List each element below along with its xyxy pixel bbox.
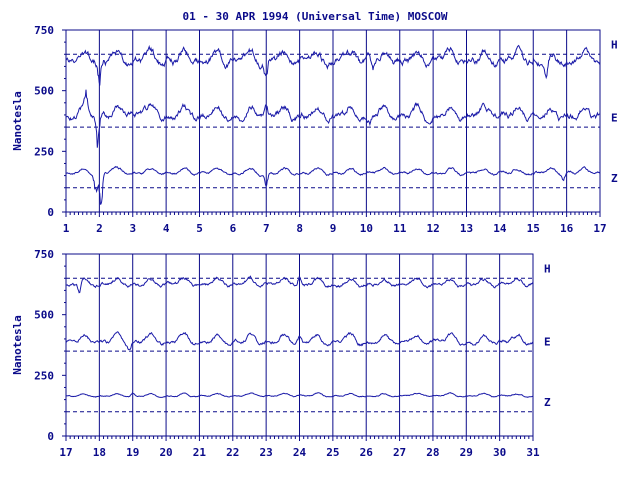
trace-e [65, 89, 600, 148]
chart-title: 01 - 30 APR 1994 (Universal Time) MOSCOW [183, 10, 448, 23]
y-tick-label: 0 [47, 430, 54, 443]
y-tick-label: 250 [34, 369, 54, 382]
x-tick-label: 9 [330, 222, 337, 235]
x-tick-label: 17 [593, 222, 606, 235]
x-tick-label: 17 [59, 446, 72, 459]
x-tick-label: 23 [260, 446, 273, 459]
x-tick-label: 15 [527, 222, 540, 235]
x-tick-label: 8 [296, 222, 303, 235]
x-tick-label: 19 [126, 446, 139, 459]
x-tick-label: 25 [326, 446, 339, 459]
x-tick-label: 21 [193, 446, 207, 459]
x-tick-label: 3 [129, 222, 136, 235]
y-axis-label: Nanotesla [11, 315, 24, 375]
x-tick-label: 10 [360, 222, 373, 235]
x-tick-label: 1 [63, 222, 70, 235]
x-tick-label: 12 [427, 222, 440, 235]
y-tick-label: 0 [47, 206, 54, 219]
trace-h [65, 44, 601, 86]
trace-z [65, 165, 601, 205]
x-tick-label: 2 [96, 222, 103, 235]
x-tick-label: 6 [230, 222, 237, 235]
x-tick-label: 28 [426, 446, 439, 459]
x-tick-label: 13 [460, 222, 473, 235]
x-tick-label: 16 [560, 222, 574, 235]
series-label-z: Z [611, 172, 618, 185]
x-tick-label: 7 [263, 222, 270, 235]
x-tick-label: 5 [196, 222, 203, 235]
trace-z [65, 392, 534, 398]
y-tick-label: 750 [34, 24, 54, 37]
x-tick-label: 18 [93, 446, 106, 459]
chart-panel-1: 1 2 3 4 5 6 7 8 9 10 11 12 13 14 15 16 170250500750Nanot… [11, 24, 618, 235]
y-tick-label: 500 [34, 85, 54, 98]
y-tick-label: 500 [34, 309, 54, 322]
series-label-h: H [544, 263, 551, 276]
series-label-e: E [611, 111, 618, 124]
x-tick-label: 27 [393, 446, 406, 459]
y-tick-label: 250 [34, 145, 54, 158]
trace-h [66, 275, 534, 294]
x-tick-label: 14 [493, 222, 507, 235]
x-tick-label: 11 [393, 222, 407, 235]
series-label-h: H [611, 39, 618, 52]
x-tick-label: 4 [163, 222, 170, 235]
y-axis-label: Nanotesla [11, 91, 24, 151]
chart-panel-2: 17 18 19 20 21 22 23 24 25 26 27 28 29 30 31 0 250 500 750… [11, 248, 551, 459]
x-tick-label: 29 [460, 446, 473, 459]
trace-e [65, 331, 534, 351]
series-label-e: E [544, 335, 551, 348]
series-label-z: Z [544, 396, 551, 409]
x-tick-label: 24 [293, 446, 307, 459]
y-tick-label: 750 [34, 248, 54, 261]
x-tick-label: 20 [159, 446, 172, 459]
x-tick-label: 31 [526, 446, 540, 459]
x-tick-label: 22 [226, 446, 239, 459]
x-tick-label: 26 [360, 446, 374, 459]
x-tick-label: 30 [493, 446, 506, 459]
